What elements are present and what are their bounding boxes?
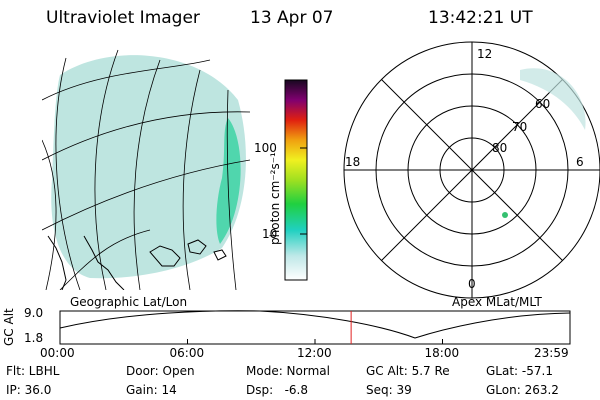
- alt-x-label: 00:00: [40, 346, 75, 360]
- instrument-title: Ultraviolet Imager: [46, 8, 200, 28]
- cbar-label-10: 10: [262, 227, 278, 241]
- altitude-plot: [59, 310, 571, 345]
- mlt-label-0: 0: [468, 277, 476, 291]
- alt-ylabel: GC Alt: [2, 308, 16, 346]
- info-door: Door: Open: [126, 364, 195, 378]
- geo-globe-view: [42, 49, 250, 290]
- info-gain: Gain: 14: [126, 383, 177, 397]
- polar-glow: [520, 68, 586, 130]
- lat-lon-grid: [42, 49, 250, 290]
- alt-x-label: 06:00: [169, 346, 205, 360]
- mlt-label-6: 6: [576, 155, 584, 169]
- altitude-curve: [59, 310, 571, 339]
- alt-ytick-9: 9.0: [24, 306, 44, 320]
- polar-diag-2: [381, 79, 563, 261]
- polar-title: Apex MLat/MLT: [452, 295, 542, 309]
- info-ip: IP: 36.0: [6, 383, 52, 397]
- info-seq: Seq: 39: [366, 383, 412, 397]
- info-glat: GLat: -57.1: [486, 364, 553, 378]
- bright-emission: [216, 118, 241, 244]
- alt-x-label: 12:00: [297, 346, 332, 360]
- cbar-label-100: 100: [254, 141, 277, 155]
- cbar-unit: photon cm⁻²s⁻¹: [268, 152, 282, 245]
- alt-x-ticks: [59, 339, 571, 344]
- mlt-label-18: 18: [345, 155, 361, 169]
- geo-title: Geographic Lat/Lon: [70, 295, 188, 309]
- info-mode: Mode: Normal: [246, 364, 330, 378]
- polar-spot: [502, 212, 508, 218]
- time-label: 13:42:21 UT: [428, 8, 533, 28]
- color-bar: [284, 79, 308, 281]
- mlt-label-12: 12: [477, 47, 493, 61]
- coastlines: [47, 235, 227, 290]
- info-filter: Flt: LBHL: [6, 364, 60, 378]
- polar-plot: [343, 41, 600, 299]
- alt-ytick-1-8: 1.8: [24, 331, 44, 345]
- auroral-glow: [51, 55, 246, 279]
- info-gcalt: GC Alt: 5.7 Re: [366, 364, 450, 378]
- lat-label-70: 70: [512, 120, 528, 134]
- date-label: 13 Apr 07: [250, 8, 334, 28]
- info-dsp: Dsp: -6.8: [246, 383, 309, 397]
- info-glon: GLon: 263.2: [486, 383, 559, 397]
- lat-label-60: 60: [535, 97, 551, 111]
- alt-x-label: 18:00: [424, 346, 460, 360]
- alt-x-label: 23:59: [534, 346, 569, 360]
- lat-label-80: 80: [492, 141, 508, 155]
